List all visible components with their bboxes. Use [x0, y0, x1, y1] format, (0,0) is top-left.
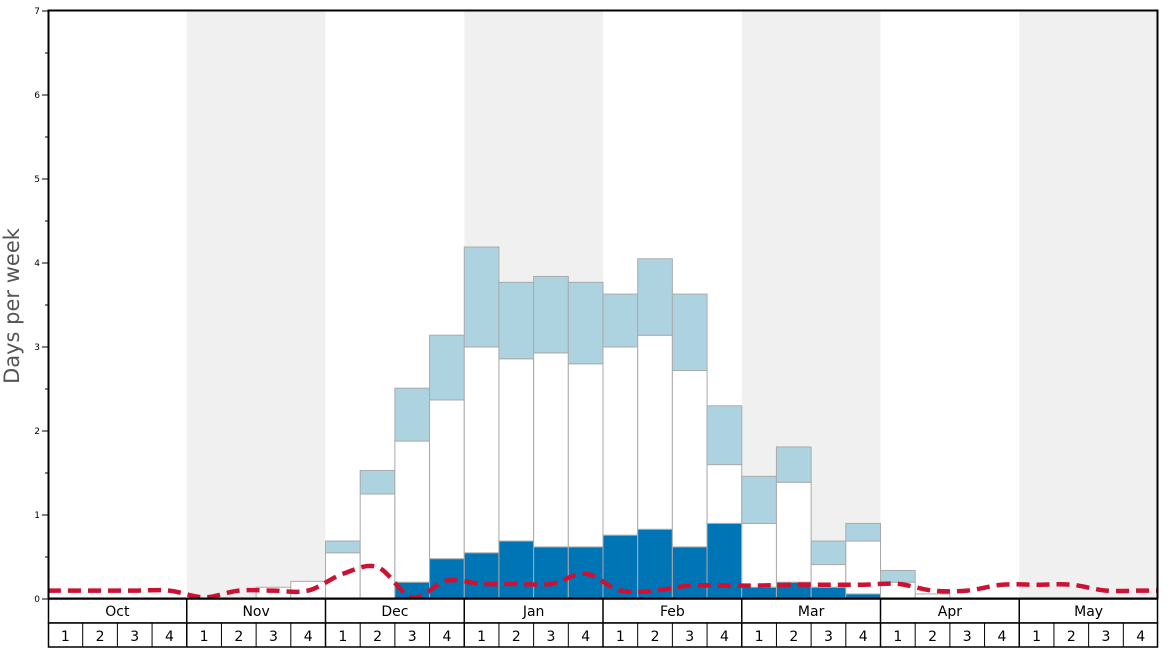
week-label: 4: [720, 629, 729, 645]
bar-white-week-16: [567, 363, 604, 548]
x-axis: Oct 1 2 3 4 Nov 1 2 3 4 Dec 1 2 3 4 Jan 1 2 3 4 Feb 1 2 3 4 Mar 1 2…: [47, 598, 1159, 648]
bar-dark-week-21: [741, 586, 777, 600]
month-label-mar: Mar: [798, 604, 825, 620]
bar-white-week-15: [533, 352, 569, 548]
week-label: 1: [338, 629, 347, 645]
y-tick-label: 2: [34, 427, 40, 437]
y-tick-label: 5: [34, 175, 40, 185]
month-label-apr: Apr: [938, 604, 962, 620]
month-band-may: [1019, 11, 1158, 599]
week-label: 4: [859, 629, 868, 645]
week-label: 2: [96, 629, 105, 645]
week-label: 2: [651, 629, 660, 645]
bar-dark-week-15: [533, 546, 569, 600]
bar-light-week-17: [602, 293, 639, 348]
bar-white-week-12: [429, 399, 465, 560]
month-label-jan: Jan: [522, 604, 545, 620]
week-label: 3: [963, 629, 972, 645]
bar-white-week-18: [637, 334, 673, 530]
week-label: 3: [269, 629, 278, 645]
bar-white-week-13: [463, 346, 500, 554]
bar-light-week-21: [741, 475, 777, 524]
week-label: 1: [893, 629, 902, 645]
month-label-dec: Dec: [381, 604, 408, 620]
week-label: 3: [130, 629, 139, 645]
month-band-nov: [186, 11, 326, 599]
average-line-path: [48, 563, 1158, 600]
month-label-oct: Oct: [105, 604, 130, 620]
bar-dark-week-13: [463, 552, 500, 600]
bar-light-week-13: [463, 246, 500, 348]
bar-dark-week-14: [498, 540, 535, 600]
week-label: 2: [234, 629, 243, 645]
bar-dark-week-23: [810, 586, 847, 600]
bar-white-week-14: [498, 358, 535, 542]
week-label: 2: [928, 629, 937, 645]
bar-light-week-11: [394, 387, 431, 442]
y-tick-label: 7: [34, 7, 40, 17]
week-label: 4: [997, 629, 1006, 645]
week-label: 1: [477, 629, 486, 645]
week-label: 4: [581, 629, 590, 645]
week-label: 1: [1032, 629, 1041, 645]
bar-light-week-12: [429, 334, 465, 401]
bar-light-week-16: [567, 281, 604, 365]
y-axis: 0 1 2 3 4 5 6 7: [34, 7, 48, 605]
month-label-feb: Feb: [660, 604, 685, 620]
bar-light-week-22: [775, 446, 812, 483]
week-label: 1: [200, 629, 209, 645]
bar-white-week-10: [359, 493, 396, 600]
week-label: 4: [165, 629, 174, 645]
y-tick-label: 4: [34, 259, 40, 269]
week-label: 2: [1067, 629, 1076, 645]
bar-white-week-11: [394, 440, 431, 583]
bar-white-week-17: [602, 346, 639, 536]
week-label: 4: [304, 629, 313, 645]
bar-white-week-22: [775, 481, 812, 583]
week-label: 3: [1102, 629, 1111, 645]
bar-light-week-25: [880, 569, 916, 583]
month-label-may: May: [1074, 604, 1103, 620]
week-label: 2: [512, 629, 521, 645]
bar-light-week-24: [845, 522, 881, 542]
week-label: 3: [408, 629, 417, 645]
week-label: 2: [373, 629, 382, 645]
week-label: 1: [61, 629, 70, 645]
average-line: [48, 563, 1158, 600]
y-tick-label: 3: [34, 343, 40, 353]
week-label: 1: [755, 629, 764, 645]
bar-light-week-10: [359, 469, 396, 495]
week-label: 1: [616, 629, 625, 645]
bar-light-week-14: [498, 281, 535, 360]
week-label: 3: [685, 629, 694, 645]
bar-white-week-20: [706, 464, 743, 524]
week-label: 3: [547, 629, 556, 645]
y-tick-label: 0: [34, 595, 40, 605]
bar-white-week-9: [325, 552, 361, 600]
y-tick-label: 1: [34, 511, 40, 521]
bar-light-week-9: [325, 540, 361, 554]
week-label: 3: [824, 629, 833, 645]
week-label: 4: [1136, 629, 1145, 645]
plot-frame: [47, 9, 1159, 600]
bar-white-week-21: [741, 522, 777, 588]
bar-light-week-23: [810, 540, 847, 566]
bar-light-week-19: [671, 293, 708, 372]
week-label: 2: [789, 629, 798, 645]
y-tick-label: 6: [34, 91, 40, 101]
week-label: 4: [442, 629, 451, 645]
bar-white-week-19: [671, 370, 708, 548]
bar-light-week-18: [637, 258, 673, 336]
y-axis-label: Days per week: [0, 227, 24, 384]
bar-light-week-15: [533, 275, 569, 354]
bars: [255, 246, 951, 600]
month-label-nov: Nov: [242, 604, 269, 620]
bar-dark-week-19: [671, 546, 708, 600]
bar-light-week-20: [706, 405, 743, 466]
